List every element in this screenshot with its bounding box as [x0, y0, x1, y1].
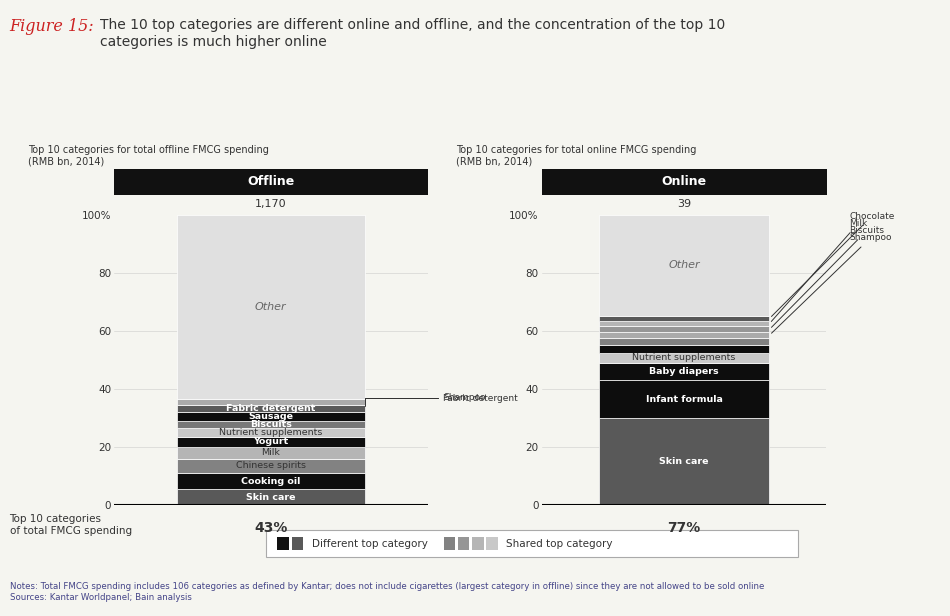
Text: Different top category: Different top category — [312, 538, 428, 549]
Text: 43%: 43% — [254, 521, 288, 535]
Text: Shampoo: Shampoo — [771, 233, 892, 333]
Text: Offline: Offline — [247, 175, 294, 188]
Text: Fabric detergent: Fabric detergent — [365, 394, 518, 406]
Bar — [177, 399, 365, 405]
Text: Skin care: Skin care — [659, 457, 709, 466]
Text: Skin care: Skin care — [246, 493, 295, 501]
Text: Chinese spirits: Chinese spirits — [236, 461, 306, 471]
Bar — [598, 380, 770, 418]
Bar — [177, 428, 365, 437]
Text: 1,170: 1,170 — [255, 199, 287, 209]
Text: Milk: Milk — [771, 219, 867, 322]
Bar — [598, 363, 770, 380]
Bar — [177, 489, 365, 505]
Text: Milk: Milk — [261, 448, 280, 457]
Bar — [598, 326, 770, 332]
Text: Biscuits: Biscuits — [250, 420, 292, 429]
Text: Other: Other — [255, 302, 287, 312]
Bar — [177, 421, 365, 428]
Text: Infant formula: Infant formula — [646, 395, 722, 403]
Text: Other: Other — [668, 261, 700, 270]
Bar — [598, 418, 770, 505]
Text: Sausage: Sausage — [248, 412, 294, 421]
Bar — [598, 214, 770, 316]
Bar — [598, 316, 770, 320]
Text: Yogurt: Yogurt — [253, 437, 289, 447]
Text: Chocolate: Chocolate — [771, 211, 895, 317]
Text: Top 10 categories for total offline FMCG spending
(RMB bn, 2014): Top 10 categories for total offline FMCG… — [28, 145, 270, 166]
Bar — [598, 352, 770, 363]
Bar — [177, 473, 365, 489]
Text: Baby diapers: Baby diapers — [649, 367, 719, 376]
Text: Online: Online — [661, 175, 707, 188]
Bar — [598, 320, 770, 326]
Text: 77%: 77% — [667, 521, 700, 535]
Text: Biscuits: Biscuits — [771, 226, 884, 327]
Text: 39: 39 — [677, 199, 691, 209]
Bar — [177, 447, 365, 459]
Text: The 10 top categories are different online and offline, and the concentration of: The 10 top categories are different onli… — [100, 18, 725, 49]
Text: Nutrient supplements: Nutrient supplements — [633, 353, 735, 362]
Text: Shared top category: Shared top category — [506, 538, 613, 549]
Bar — [177, 437, 365, 447]
Text: Figure 15:: Figure 15: — [10, 18, 94, 36]
Text: Fabric detergent: Fabric detergent — [226, 404, 315, 413]
Bar — [177, 459, 365, 473]
Bar — [177, 214, 365, 399]
Bar — [598, 332, 770, 338]
Bar — [177, 412, 365, 421]
Text: Top 10 categories
of total FMCG spending: Top 10 categories of total FMCG spending — [10, 514, 132, 536]
Text: Cooking oil: Cooking oil — [241, 477, 300, 485]
Text: Top 10 categories for total online FMCG spending
(RMB bn, 2014): Top 10 categories for total online FMCG … — [456, 145, 696, 166]
Text: Notes: Total FMCG spending includes 106 categories as defined by Kantar; does no: Notes: Total FMCG spending includes 106 … — [10, 582, 764, 601]
Bar — [177, 405, 365, 412]
Text: Shampoo: Shampoo — [365, 393, 485, 402]
Bar — [598, 338, 770, 346]
Text: Nutrient supplements: Nutrient supplements — [219, 428, 322, 437]
Bar — [598, 346, 770, 352]
